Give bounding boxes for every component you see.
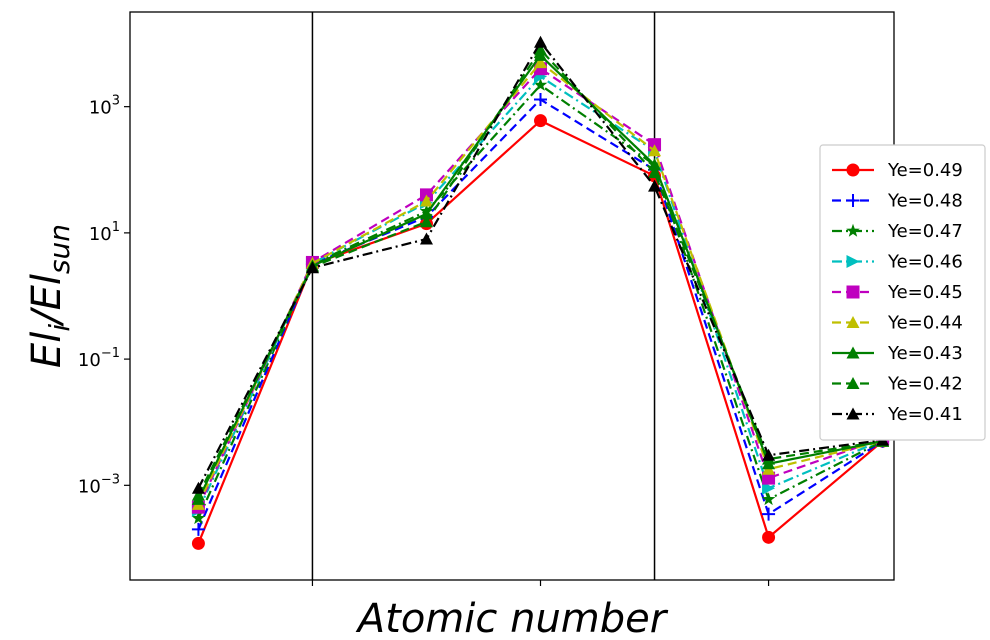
legend-marker-2 <box>846 194 860 207</box>
legend-marker-3 <box>846 223 860 237</box>
y-tick-label-2: 101 <box>89 220 120 245</box>
plot-frame <box>129 11 895 581</box>
legend: Ye=0.49 Ye=0.48 Ye=0.47 Ye=0.46 Ye=0.45 Ye=0.… <box>819 144 986 441</box>
legend-label-5: Ye=0.45 <box>887 282 963 303</box>
series-8-point-5 <box>648 166 662 179</box>
series-2-point-4 <box>534 92 548 106</box>
legend-label-3: Ye=0.47 <box>887 221 963 242</box>
series-6-point-3 <box>419 194 433 207</box>
legend-label-7: Ye=0.43 <box>887 343 963 364</box>
y-axis-ticks: 103 101 10−1 10−3 <box>78 94 130 497</box>
series-3-point-6 <box>761 492 776 506</box>
series-2-point-6 <box>762 507 776 521</box>
series-9-point-2 <box>305 261 319 274</box>
series-line-1 <box>197 119 884 544</box>
legend-marker-5 <box>846 285 860 299</box>
legend-marker-1 <box>846 163 860 177</box>
legend-marker-9 <box>846 407 860 420</box>
series-3-point-1 <box>191 511 206 525</box>
series-1 <box>191 114 890 550</box>
series-9-point-5 <box>648 179 662 192</box>
x-axis-title: Atomic number <box>355 596 669 640</box>
legend-marker-8 <box>846 377 860 390</box>
legend-label-6: Ye=0.44 <box>887 313 963 334</box>
series-3-point-4 <box>533 77 548 91</box>
series-1-point-6 <box>762 530 776 544</box>
legend-label-2: Ye=0.48 <box>887 191 963 212</box>
y-axis-title-slash: /El <box>24 274 70 327</box>
x-axis-ticks <box>311 580 770 586</box>
series-5 <box>191 62 890 514</box>
series-8-point-3 <box>419 215 433 228</box>
legend-label-1: Ye=0.49 <box>887 160 963 181</box>
series-4 <box>191 70 890 517</box>
series-2 <box>191 92 890 536</box>
series-9-point-3 <box>419 232 433 245</box>
legend-marker-6 <box>846 316 860 329</box>
vertical-lines-layer <box>311 12 656 580</box>
y-axis-title-main: El <box>24 332 70 368</box>
series-9-point-1 <box>191 481 205 494</box>
series-layer <box>191 35 890 550</box>
y-axis-title-sub-i: i <box>43 324 76 332</box>
legend-label-4: Ye=0.46 <box>887 252 963 273</box>
series-1-point-1 <box>191 536 205 550</box>
series-4-point-6 <box>762 481 776 495</box>
series-2-point-1 <box>191 522 205 536</box>
series-6-point-4 <box>534 56 548 69</box>
legend-label-8: Ye=0.42 <box>887 374 963 395</box>
legend-marker-4 <box>846 255 860 268</box>
series-1-point-4 <box>534 114 548 128</box>
series-9-point-6 <box>762 448 776 461</box>
series-8-point-4 <box>534 43 548 56</box>
series-6-point-5 <box>648 144 662 157</box>
y-tick-label-1: 103 <box>89 94 120 119</box>
series-9-point-4 <box>534 35 548 48</box>
series-line-6 <box>197 61 883 505</box>
y-axis-title: Eli/Elsun <box>24 224 76 368</box>
legend-marker-7 <box>846 346 860 359</box>
series-8 <box>191 43 890 501</box>
series-line-2 <box>197 98 884 530</box>
series-7-point-5 <box>648 158 662 171</box>
y-tick-label-4: 10−3 <box>78 472 120 497</box>
series-8-point-1 <box>191 488 205 501</box>
legend-label-9: Ye=0.41 <box>887 404 963 425</box>
y-tick-label-3: 10−1 <box>78 346 120 371</box>
legend-box <box>819 144 986 441</box>
series-line-9 <box>197 40 883 489</box>
series-5-point-6 <box>762 471 776 485</box>
y-axis-title-sub-sun: sun <box>43 224 76 274</box>
